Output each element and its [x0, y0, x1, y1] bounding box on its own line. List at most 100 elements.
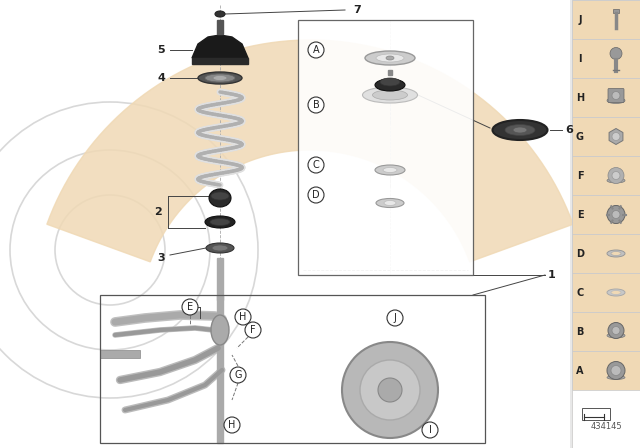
- Circle shape: [387, 310, 403, 326]
- Text: E: E: [577, 210, 583, 220]
- Circle shape: [612, 327, 620, 335]
- Ellipse shape: [206, 243, 234, 253]
- Text: A: A: [576, 366, 584, 375]
- Bar: [572, 0, 640, 448]
- Circle shape: [378, 378, 402, 402]
- Ellipse shape: [383, 168, 397, 172]
- Text: B: B: [576, 327, 584, 336]
- Polygon shape: [192, 58, 248, 64]
- Text: 5: 5: [157, 45, 165, 55]
- Circle shape: [612, 172, 620, 180]
- Text: 434145: 434145: [590, 422, 622, 431]
- Text: F: F: [577, 171, 583, 181]
- Bar: [572, 390, 640, 448]
- Ellipse shape: [607, 250, 625, 257]
- Bar: [572, 273, 640, 312]
- Circle shape: [235, 309, 251, 325]
- Text: E: E: [187, 302, 193, 312]
- Ellipse shape: [362, 87, 417, 103]
- Bar: [572, 312, 640, 351]
- Ellipse shape: [213, 76, 227, 81]
- Circle shape: [612, 133, 620, 141]
- Ellipse shape: [205, 216, 235, 228]
- Ellipse shape: [205, 74, 235, 82]
- Ellipse shape: [607, 375, 625, 379]
- Circle shape: [308, 97, 324, 113]
- Circle shape: [607, 206, 625, 224]
- Ellipse shape: [505, 125, 535, 135]
- Circle shape: [360, 360, 420, 420]
- Bar: [298, 20, 473, 275]
- Polygon shape: [47, 40, 573, 262]
- Bar: [572, 195, 640, 234]
- Ellipse shape: [365, 51, 415, 65]
- Text: J: J: [394, 313, 396, 323]
- Ellipse shape: [386, 56, 394, 60]
- Circle shape: [611, 366, 621, 375]
- Ellipse shape: [607, 333, 625, 338]
- Bar: [100, 295, 485, 443]
- Ellipse shape: [380, 78, 400, 86]
- Circle shape: [342, 342, 438, 438]
- Ellipse shape: [513, 127, 527, 133]
- Text: 1: 1: [548, 270, 556, 280]
- Text: 4: 4: [157, 73, 165, 83]
- Text: G: G: [576, 132, 584, 142]
- Text: A: A: [313, 45, 319, 55]
- Ellipse shape: [493, 120, 547, 140]
- Circle shape: [224, 417, 240, 433]
- Ellipse shape: [209, 189, 231, 207]
- Ellipse shape: [384, 201, 396, 206]
- Bar: [572, 234, 640, 273]
- Bar: [572, 117, 640, 156]
- Ellipse shape: [372, 90, 408, 100]
- Circle shape: [245, 322, 261, 338]
- Bar: [613, 9, 619, 13]
- Text: J: J: [579, 14, 582, 25]
- Bar: [572, 39, 640, 78]
- Circle shape: [230, 367, 246, 383]
- Circle shape: [612, 91, 620, 99]
- Ellipse shape: [611, 290, 621, 294]
- Circle shape: [608, 323, 624, 339]
- Polygon shape: [582, 408, 610, 420]
- Text: I: I: [579, 53, 582, 64]
- Bar: [572, 78, 640, 117]
- Ellipse shape: [607, 98, 625, 103]
- Ellipse shape: [375, 79, 405, 91]
- Text: 3: 3: [157, 253, 165, 263]
- FancyBboxPatch shape: [608, 89, 624, 103]
- Text: C: C: [577, 288, 584, 297]
- Bar: [0, 0, 570, 448]
- Circle shape: [308, 42, 324, 58]
- Ellipse shape: [607, 289, 625, 296]
- Text: 2: 2: [154, 207, 162, 217]
- Circle shape: [607, 362, 625, 379]
- Ellipse shape: [211, 315, 229, 345]
- Ellipse shape: [376, 54, 404, 62]
- Text: 7: 7: [353, 5, 361, 15]
- Bar: [100, 350, 140, 358]
- Text: I: I: [429, 425, 431, 435]
- Circle shape: [612, 211, 620, 219]
- Polygon shape: [609, 129, 623, 145]
- Ellipse shape: [607, 178, 625, 183]
- Text: G: G: [234, 370, 242, 380]
- Circle shape: [182, 299, 198, 315]
- Ellipse shape: [198, 72, 242, 84]
- Ellipse shape: [376, 198, 404, 207]
- Polygon shape: [388, 70, 392, 75]
- Polygon shape: [217, 258, 223, 300]
- Bar: [572, 156, 640, 195]
- Ellipse shape: [215, 11, 225, 17]
- Text: H: H: [228, 420, 236, 430]
- Circle shape: [422, 422, 438, 438]
- Text: 6: 6: [565, 125, 573, 135]
- Text: D: D: [576, 249, 584, 258]
- Text: D: D: [312, 190, 320, 200]
- Text: H: H: [576, 92, 584, 103]
- Text: H: H: [239, 312, 246, 322]
- Text: F: F: [250, 325, 256, 335]
- Polygon shape: [217, 20, 223, 34]
- Ellipse shape: [210, 219, 230, 225]
